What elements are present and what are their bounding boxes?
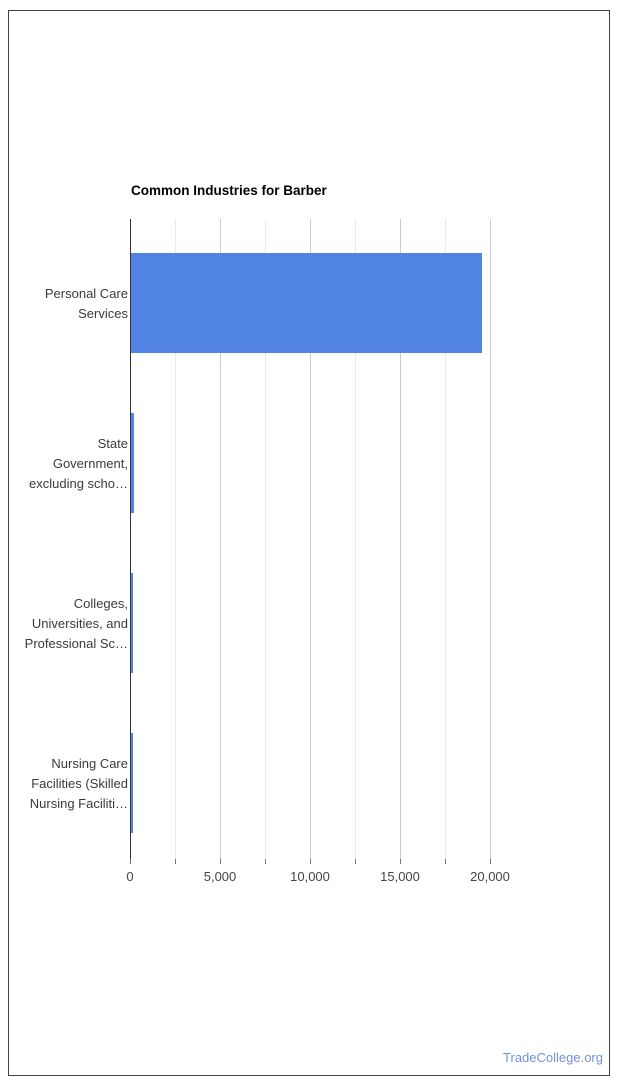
gridline [265,219,266,859]
x-axis-tick [175,859,176,864]
bar[interactable] [131,413,134,513]
bar-row [130,699,557,859]
x-axis-tick [490,859,491,864]
bar-row [130,219,557,379]
x-tick-label: 5,000 [203,869,237,884]
category-label: Personal Care Services [44,286,128,321]
bar[interactable] [131,573,133,673]
bar[interactable] [131,253,482,353]
x-axis-tick [220,859,221,864]
x-axis-tick [400,859,401,864]
category-label: State Government, excluding scho… [29,436,128,491]
gridline [400,219,401,859]
gridline [310,219,311,859]
x-tick-label: 0 [126,869,134,884]
x-tick-label: 15,000 [380,869,420,884]
x-tick-label: 10,000 [290,869,330,884]
page-frame: Common Industries for Barber Personal Ca… [8,10,610,1076]
category-axis-labels: Personal Care Services State Government, … [9,219,128,859]
bar[interactable] [131,733,133,833]
x-axis-tick [355,859,356,864]
bar-row [130,539,557,699]
category-label: Colleges, Universities, and Professional… [24,596,128,651]
x-tick-label: 20,000 [470,869,510,884]
gridline [445,219,446,859]
gridline [490,219,491,859]
x-axis-tick [445,859,446,864]
x-axis-tick [310,859,311,864]
gridline [355,219,356,859]
x-axis-tick [130,859,131,864]
x-axis-tick [265,859,266,864]
x-axis-labels: 0 5,000 10,000 15,000 20,000 [9,869,611,889]
bar-row [130,379,557,539]
category-label: Nursing Care Facilities (Skilled Nursing… [29,756,128,811]
gridline [175,219,176,859]
tradecollege-link[interactable]: TradeCollege.org [503,1050,603,1065]
y-axis-line [130,219,131,859]
chart-title: Common Industries for Barber [131,183,327,198]
gridline [220,219,221,859]
plot-area [130,219,557,864]
